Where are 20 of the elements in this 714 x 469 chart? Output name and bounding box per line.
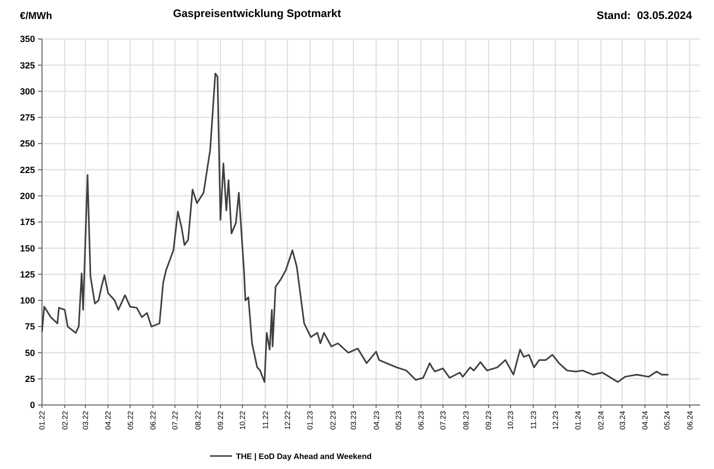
y-axis-title: €/MWh [20,11,52,22]
line-series [41,72,670,383]
y-tick-label: 350 [20,34,35,44]
y-tick-label: 50 [24,348,35,358]
y-tick-label: 25 [24,374,35,384]
y-tick-label: 150 [20,243,35,254]
legend-label: THE | EoD Day Ahead and Weekend [236,452,372,461]
y-tick-label: 225 [20,164,35,175]
y-tick-label: 75 [24,322,35,332]
y-tick-label: 250 [20,138,35,149]
y-tick-label: 100 [20,296,35,306]
chart-title: Gaspreisentwicklung Spotmarkt [172,8,342,20]
text: Stand: 03.05.2024 [596,10,693,22]
y-tick-label: 0 [30,400,35,410]
y-tick-label: 200 [20,191,35,202]
y-tick-label: 125 [20,269,35,280]
y-tick-label: 300 [20,86,35,96]
y-tick-label: 175 [20,217,35,228]
y-tick-label: 275 [20,112,35,123]
y-tick-label: 325 [20,60,35,70]
